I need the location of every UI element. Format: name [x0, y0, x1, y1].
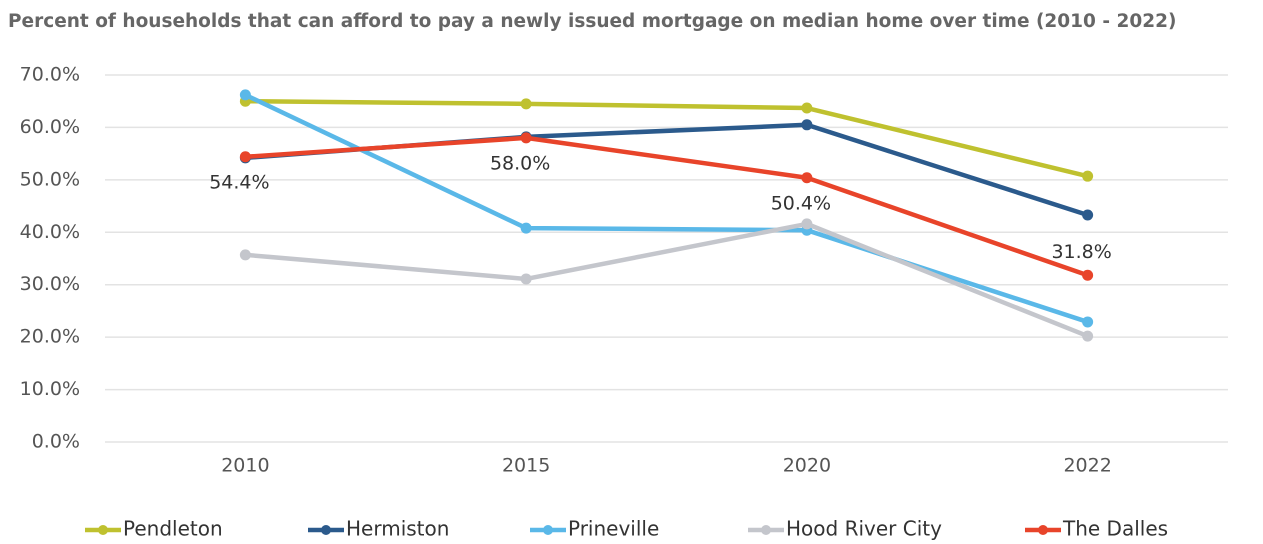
y-tick-label: 60.0% [20, 116, 80, 138]
point [801, 119, 813, 131]
point [520, 98, 532, 110]
legend-marker [98, 525, 108, 535]
point [239, 89, 251, 101]
legend-label: Pendleton [123, 517, 223, 541]
point [1082, 330, 1094, 342]
x-tick-label: 2010 [221, 455, 269, 477]
y-tick-label: 50.0% [20, 168, 80, 190]
point [801, 102, 813, 114]
point [1082, 316, 1094, 328]
point [801, 218, 813, 230]
legend-marker [761, 525, 771, 535]
point [239, 151, 251, 163]
series-line [245, 135, 1089, 278]
point [239, 249, 251, 261]
x-tick-label: 2015 [502, 455, 550, 477]
legend-marker [321, 525, 331, 535]
data-label: 58.0% [490, 152, 550, 174]
y-tick-label: 40.0% [20, 221, 80, 243]
series-line [244, 92, 1089, 325]
y-tick-label: 70.0% [20, 64, 80, 86]
point [1082, 209, 1094, 221]
point [520, 132, 532, 144]
y-tick-label: 20.0% [20, 326, 80, 348]
data-label: 31.8% [1051, 241, 1111, 263]
legend-marker [1038, 525, 1048, 535]
chart-title: Percent of households that can afford to… [8, 11, 1176, 32]
legend-label: Hermiston [346, 517, 449, 541]
series-line [245, 98, 1089, 179]
series-line [245, 122, 1089, 218]
series-line [245, 221, 1089, 339]
legend-label: Hood River City [786, 517, 942, 541]
legend-label: Prineville [568, 517, 659, 541]
point [801, 172, 813, 184]
data-label: 50.4% [771, 192, 831, 214]
legend-label: The Dalles [1062, 517, 1168, 541]
legend-marker [543, 525, 553, 535]
x-tick-label: 2020 [783, 455, 831, 477]
y-tick-label: 30.0% [20, 273, 80, 295]
y-tick-label: 10.0% [20, 378, 80, 400]
point [1082, 269, 1094, 281]
y-tick-label: 0.0% [32, 431, 80, 453]
x-tick-label: 2022 [1063, 455, 1111, 477]
point [1082, 170, 1094, 182]
point [520, 273, 532, 285]
point [520, 222, 532, 234]
data-label: 54.4% [209, 171, 269, 193]
